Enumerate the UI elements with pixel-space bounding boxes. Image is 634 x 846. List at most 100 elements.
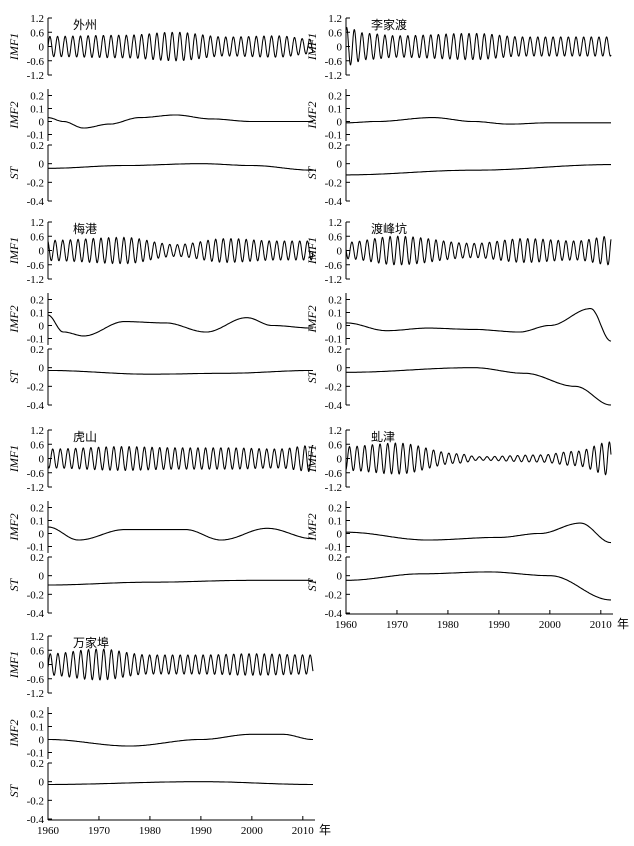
y-tick-label: 0.6 [328,231,342,243]
y-tick-label: 0 [39,363,45,375]
y-tick-label: -1.2 [325,274,342,286]
y-tick-label: 0.2 [30,140,44,152]
y-tick-label: 1.2 [30,631,44,643]
imf1-axis-label: IMF1 [305,33,319,61]
y-tick-label: -0.1 [27,130,44,142]
y-tick-label: 0.6 [30,439,44,451]
y-tick-label: 0 [39,735,45,747]
y-tick-label: 0.2 [30,91,44,103]
y-tick-label: 0.6 [30,645,44,657]
y-tick-label: -0.6 [27,56,45,68]
y-tick-label: 0.2 [30,758,44,770]
y-tick-label: 0 [39,571,45,583]
imf2-axis-label: IMF2 [7,305,21,333]
y-tick-label: 0.2 [328,91,342,103]
imf2-axis-label: IMF2 [7,719,21,747]
y-tick-label: -0.2 [27,795,44,807]
y-tick-label: -0.6 [27,260,45,272]
y-tick-label: 1.2 [328,217,342,229]
x-tick-label: 1970 [386,619,409,631]
imf2-series-line [47,114,313,129]
y-tick-label: 0.2 [328,344,342,356]
y-tick-label: 0 [337,529,343,541]
y-tick-label: 0 [337,42,343,54]
imf2-series-line [48,733,313,747]
y-tick-label: 0.2 [30,552,44,564]
y-tick-label: 0.1 [328,308,342,320]
y-tick-label: -0.4 [27,814,45,826]
y-tick-label: 1.2 [328,13,342,25]
imf2-axis-label: IMF2 [7,513,21,541]
y-tick-label: 0 [39,777,45,789]
y-tick-label: 1.2 [30,13,44,25]
y-tick-label: -0.4 [325,608,343,620]
y-tick-label: 0 [337,321,343,333]
y-tick-label: -0.4 [27,608,45,620]
st-axis-label: ST [305,369,319,383]
x-tick-label: 1980 [437,619,460,631]
y-tick-label: 0.2 [30,295,44,307]
x-axis-unit: 年 [319,823,331,837]
y-tick-label: 0.6 [30,231,44,243]
y-tick-label: -0.6 [325,468,343,480]
imf2-series-line [47,314,313,337]
x-tick-label: 1990 [488,619,511,631]
y-tick-label: 0 [39,117,45,129]
imf2-axis-label: IMF2 [305,513,319,541]
st-series-line [346,367,612,406]
y-tick-label: 0.1 [30,308,44,320]
y-tick-label: -0.1 [325,542,342,554]
x-tick-label: 2010 [590,619,613,631]
y-tick-label: 0 [39,246,45,258]
imf2-axis-label: IMF2 [305,101,319,129]
y-tick-label: -0.1 [27,748,44,760]
y-tick-label: -0.1 [325,334,342,346]
y-tick-label: 0 [337,246,343,258]
y-tick-label: 0 [39,321,45,333]
y-tick-label: 0.2 [328,552,342,564]
y-tick-label: -0.2 [27,589,44,601]
y-tick-label: -1.2 [27,482,44,494]
y-tick-label: 0 [39,42,45,54]
imf2-series-line [346,522,612,544]
y-tick-label: 0 [337,571,343,583]
x-tick-label: 2000 [539,619,562,631]
y-tick-label: 0.6 [30,27,44,39]
station-name: 渡峰坑 [371,221,407,236]
imf1-series-line [47,444,314,473]
y-tick-label: -0.4 [27,196,45,208]
y-tick-label: -0.6 [27,468,45,480]
y-tick-label: 0 [337,454,343,466]
y-tick-label: 1.2 [328,425,342,437]
imf1-axis-label: IMF1 [305,445,319,473]
st-axis-label: ST [305,165,319,179]
y-tick-label: -0.2 [27,381,44,393]
y-tick-label: -0.2 [325,177,342,189]
y-tick-label: -0.1 [27,334,44,346]
y-tick-label: 0.2 [30,344,44,356]
imf1-series-line [345,26,612,66]
station-name: 李家渡 [371,17,407,32]
x-tick-label: 1990 [190,825,213,837]
imf1-series-line [47,236,314,265]
imf1-series-line [47,31,314,62]
y-tick-label: -1.2 [325,482,342,494]
imf2-axis-label: IMF2 [7,101,21,129]
y-tick-label: 0 [337,363,343,375]
x-tick-label: 1980 [139,825,162,837]
y-tick-label: 0 [39,454,45,466]
y-tick-label: -1.2 [325,70,342,82]
y-tick-label: -0.4 [325,400,343,412]
station-name: 虎山 [73,430,97,444]
imf1-series-line [47,648,314,681]
station-name: 万家埠 [73,635,109,650]
y-tick-label: 0.1 [328,516,342,528]
st-axis-label: ST [7,369,21,383]
y-tick-label: -0.6 [325,56,343,68]
y-tick-label: -0.2 [325,589,342,601]
st-series-line [346,571,611,601]
imf1-axis-label: IMF1 [7,237,21,265]
x-tick-label: 2010 [292,825,315,837]
y-tick-label: -0.6 [325,260,343,272]
y-tick-label: 0 [337,159,343,171]
